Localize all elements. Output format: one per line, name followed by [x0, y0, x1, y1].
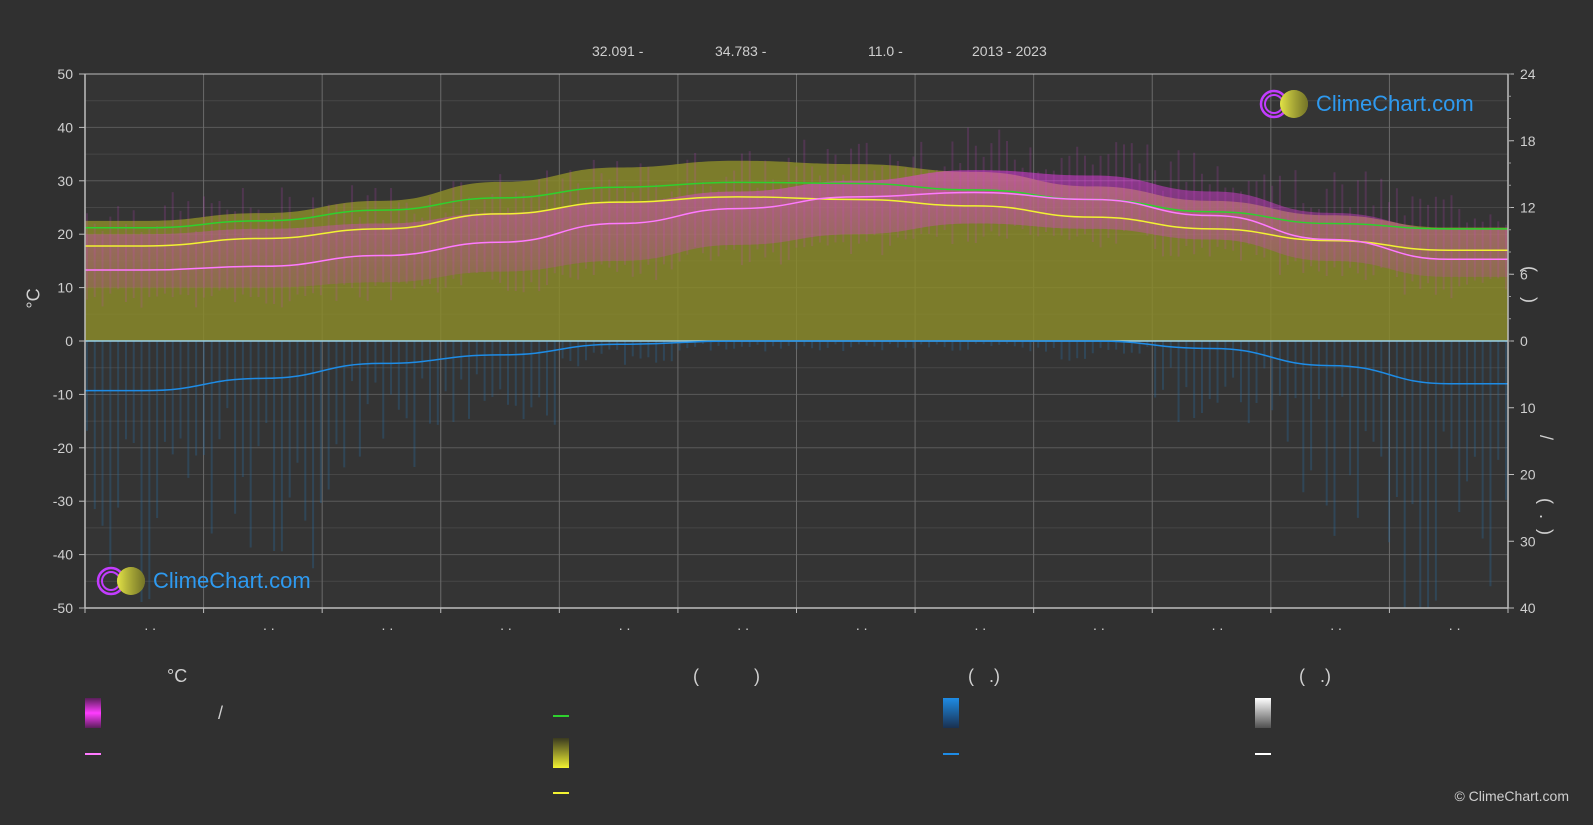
- legend-mean-rain-swatch: [943, 753, 959, 755]
- month-label: . .: [856, 617, 868, 633]
- climechart-logo-icon: [1259, 89, 1308, 119]
- climechart-logo-bottom[interactable]: ClimeChart.com: [95, 565, 311, 597]
- left-tick-label: 30: [57, 173, 73, 189]
- series-line-0: [84, 181, 1508, 230]
- left-tick-label: -40: [53, 547, 73, 563]
- legend-snow-head: ( .): [1299, 666, 1331, 686]
- right-tick-label: 20: [1520, 467, 1536, 483]
- right-axis-top-label: ( ): [1520, 266, 1540, 303]
- legend-temp-range-text: /: [218, 703, 224, 723]
- legend-temperature-head: °C: [167, 666, 188, 686]
- years-label: 2013 - 2023: [972, 43, 1047, 59]
- month-label: . .: [382, 617, 394, 633]
- legend-sun-head: ( ): [693, 666, 760, 686]
- climechart-logo-icon: [96, 566, 145, 596]
- copyright-text: © ClimeChart.com: [1454, 788, 1569, 804]
- right-tick-label: 0: [1520, 333, 1528, 349]
- month-label: . .: [1093, 617, 1105, 633]
- climechart-logo-text: ClimeChart.com: [153, 568, 311, 593]
- temperature-range-band: [85, 170, 1508, 288]
- climechart-logo-text: ClimeChart.com: [1316, 91, 1474, 116]
- legend-mean-temp-swatch: [85, 753, 101, 755]
- left-tick-label: -10: [53, 386, 73, 402]
- left-tick-label: 20: [57, 226, 73, 242]
- legend-rain-swatch: [943, 698, 959, 728]
- right-tick-label: 10: [1520, 400, 1536, 416]
- right-tick-label: 12: [1520, 200, 1536, 216]
- legend-mean-snow-swatch: [1255, 753, 1271, 755]
- right-axis-bottom-label-units: ( . ): [1536, 498, 1556, 535]
- right-axis-bottom-label: /: [1536, 435, 1556, 441]
- left-axis-unit: °C: [23, 288, 44, 309]
- legend-sunshine-swatch: [553, 738, 569, 768]
- series-line-1: [85, 196, 1508, 251]
- right-tick-label: 24: [1520, 66, 1536, 82]
- left-tick-label: -50: [53, 600, 73, 616]
- month-label: . .: [144, 617, 156, 633]
- legend-temp-range-swatch: [85, 698, 101, 728]
- left-tick-label: -20: [53, 440, 73, 456]
- month-label: . .: [1330, 617, 1342, 633]
- left-tick-label: 50: [57, 66, 73, 82]
- legend-daylight-swatch: [553, 715, 569, 717]
- month-label: . .: [263, 617, 275, 633]
- legend-mean-sunshine-swatch: [553, 792, 569, 794]
- month-label: . .: [1449, 617, 1461, 633]
- right-tick-label: 30: [1520, 533, 1536, 549]
- climechart-logo-top[interactable]: ClimeChart.com: [1258, 88, 1474, 120]
- month-label: . .: [1212, 617, 1224, 633]
- elevation-label: 11.0 -: [868, 43, 903, 59]
- left-tick-label: 0: [65, 333, 73, 349]
- right-tick-label: 6: [1520, 266, 1528, 282]
- longitude-label: 34.783 -: [715, 43, 767, 59]
- legend-snow-swatch: [1255, 698, 1271, 728]
- right-tick-label: 40: [1520, 600, 1536, 616]
- right-tick-label: 18: [1520, 133, 1536, 149]
- month-label: . .: [619, 617, 631, 633]
- series-line-3: [84, 340, 1508, 392]
- left-tick-label: 40: [57, 119, 73, 135]
- month-label: . .: [974, 617, 986, 633]
- left-tick-label: 10: [57, 280, 73, 296]
- latitude-label: 32.091 -: [592, 43, 644, 59]
- month-label: . .: [500, 617, 512, 633]
- month-label: . .: [737, 617, 749, 633]
- series-line-2: [84, 191, 1508, 271]
- legend-rain-head: ( .): [968, 666, 1000, 686]
- left-tick-label: -30: [53, 493, 73, 509]
